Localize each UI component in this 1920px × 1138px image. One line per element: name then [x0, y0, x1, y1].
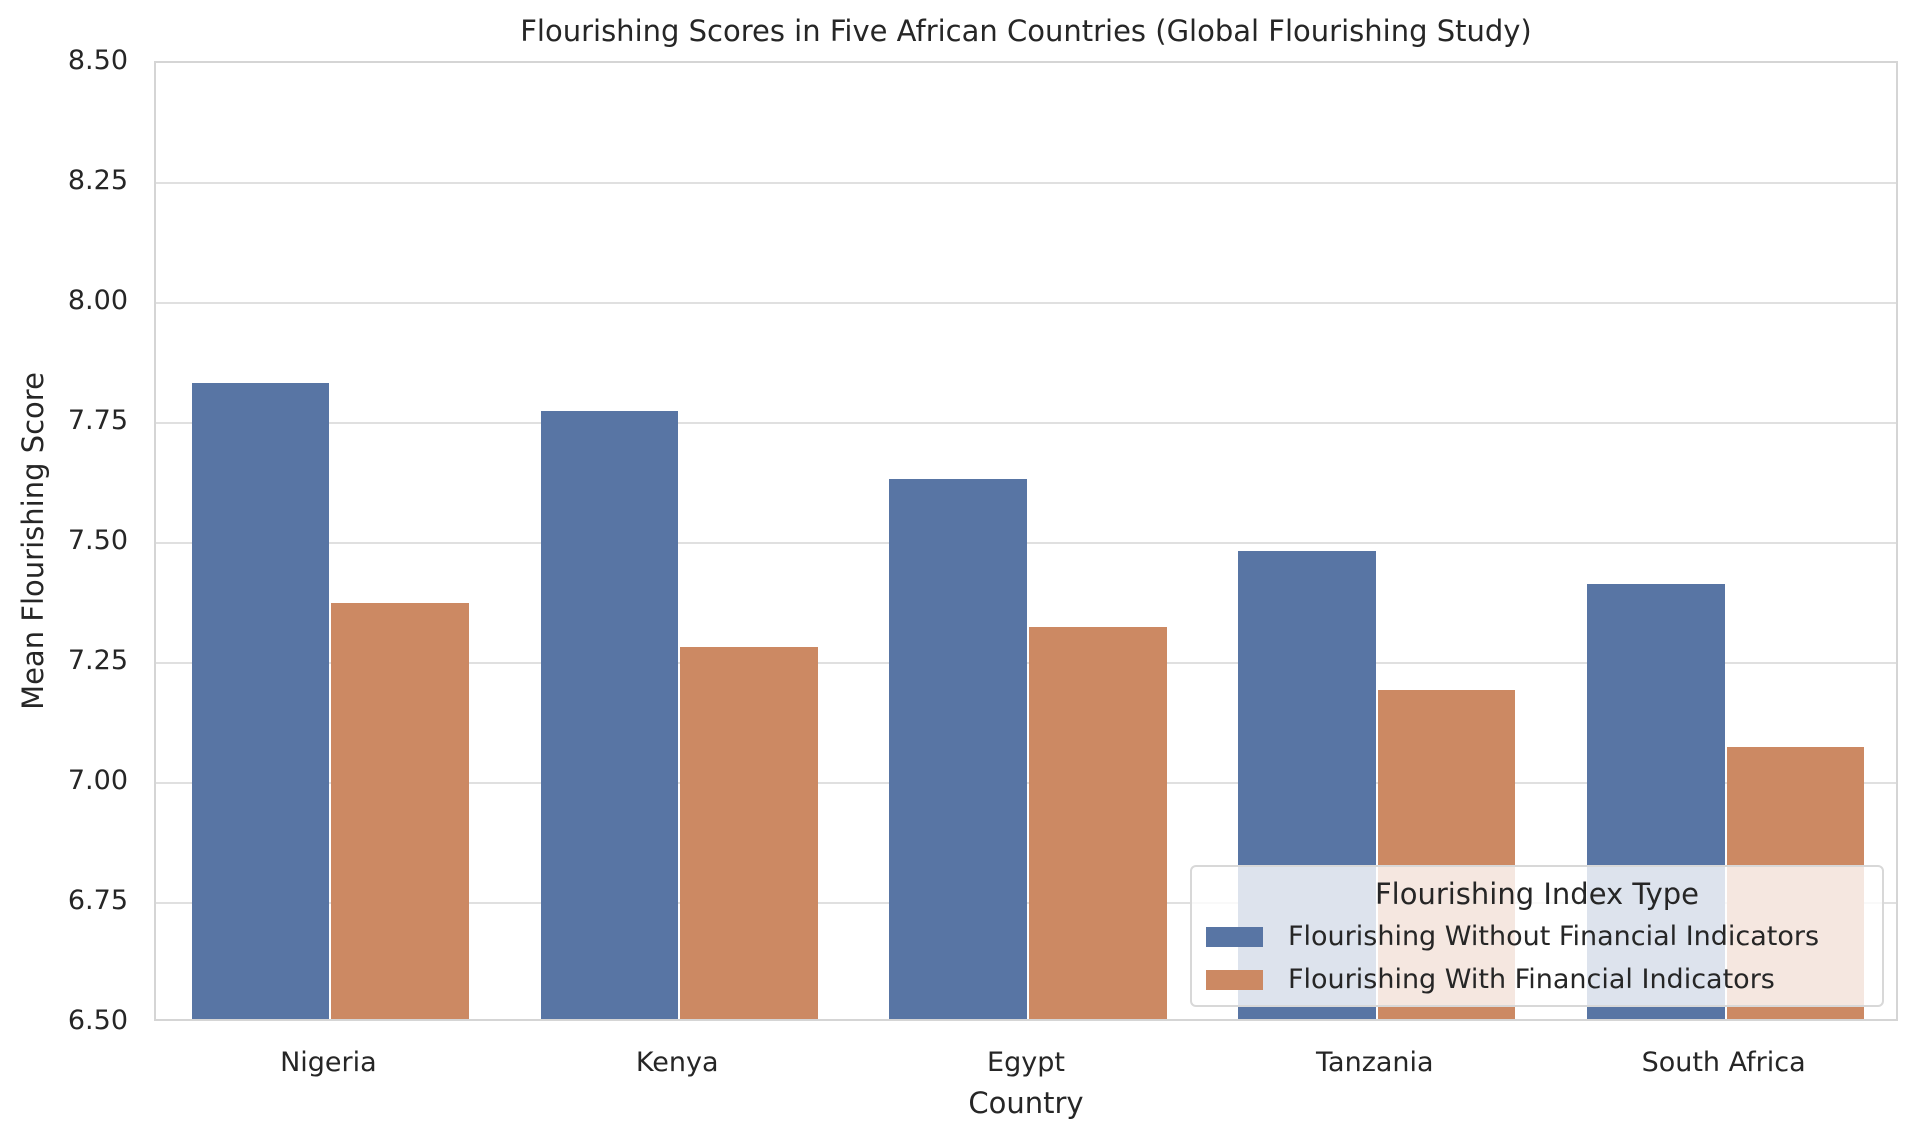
gridline: [156, 182, 1896, 184]
x-axis-label: Country: [968, 1086, 1084, 1120]
x-tick-label: Egypt: [987, 1047, 1065, 1078]
gridline: [156, 302, 1896, 304]
x-tick-label: South Africa: [1641, 1047, 1806, 1078]
y-tick-label: 7.25: [67, 645, 128, 676]
legend-label: Flourishing With Financial Indicators: [1288, 964, 1775, 995]
y-tick-label: 7.00: [67, 765, 128, 796]
plot-area: [154, 61, 1898, 1021]
bar-egypt-series-0: [889, 478, 1027, 1019]
bar-kenya-series-0: [540, 411, 679, 1019]
y-tick-label: 6.50: [67, 1005, 128, 1036]
legend-swatch-blue: [1206, 927, 1263, 947]
y-tick-label: 7.50: [67, 525, 128, 556]
legend-swatch-orange: [1206, 970, 1263, 990]
bar-nigeria-series-0: [191, 382, 330, 1019]
y-tick-label: 8.50: [67, 45, 128, 76]
legend-item-with-financial: Flourishing With Financial Indicators: [1206, 963, 1775, 997]
bar-nigeria-series-1: [331, 603, 469, 1019]
x-tick-label: Kenya: [635, 1047, 719, 1078]
legend: Flourishing Index Type Flourishing Witho…: [1190, 865, 1884, 1007]
x-tick-label: Tanzania: [1316, 1047, 1434, 1078]
y-tick-label: 7.75: [67, 405, 128, 436]
gridline: [156, 422, 1896, 424]
legend-label: Flourishing Without Financial Indicators: [1288, 921, 1820, 952]
legend-item-without-financial: Flourishing Without Financial Indicators: [1206, 920, 1819, 954]
y-tick-label: 8.25: [67, 165, 128, 196]
bar-kenya-series-1: [680, 646, 818, 1019]
y-tick-label: 8.00: [67, 285, 128, 316]
legend-title: Flourishing Index Type: [1374, 877, 1700, 911]
x-tick-label: Nigeria: [280, 1047, 377, 1078]
y-tick-label: 6.75: [67, 885, 128, 916]
chart-title: Flourishing Scores in Five African Count…: [520, 14, 1532, 48]
bar-egypt-series-1: [1029, 627, 1167, 1019]
